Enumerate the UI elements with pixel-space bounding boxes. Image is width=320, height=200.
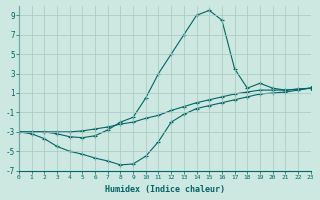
X-axis label: Humidex (Indice chaleur): Humidex (Indice chaleur) [105, 185, 225, 194]
